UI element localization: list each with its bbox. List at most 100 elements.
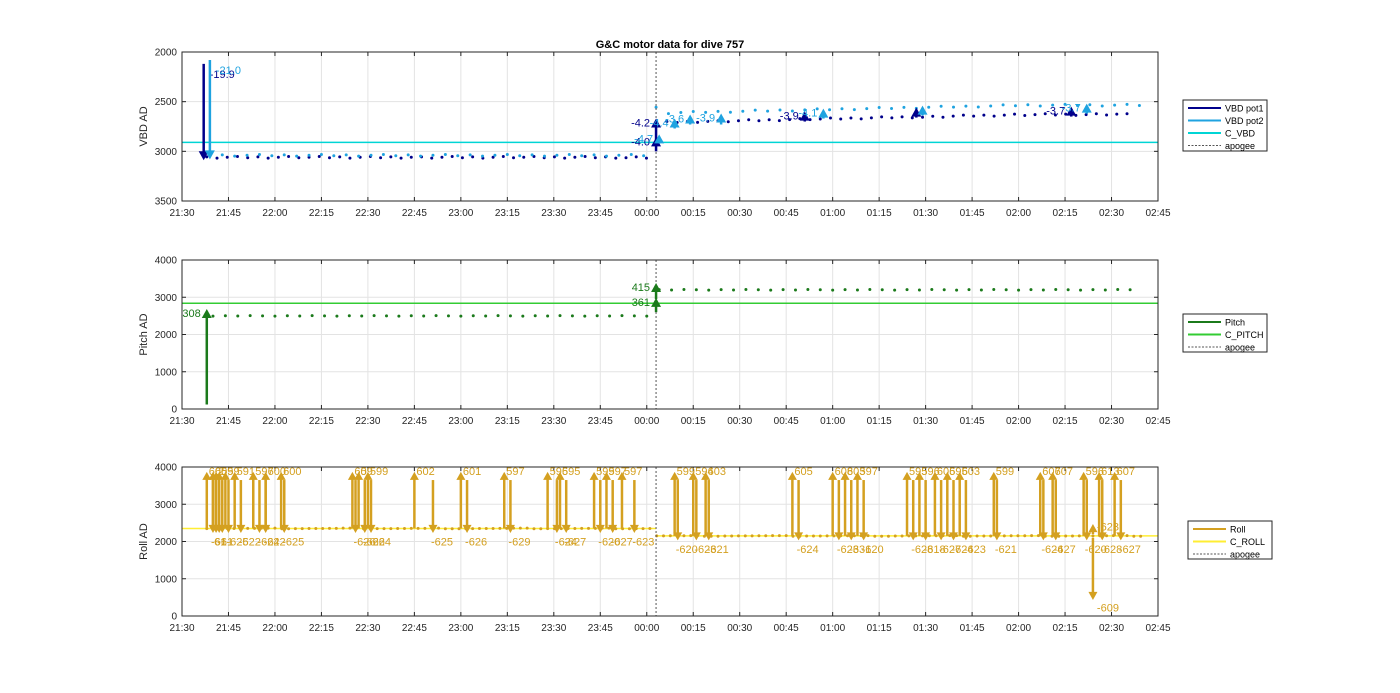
roll-down-label: -621	[995, 544, 1017, 556]
data-point	[282, 153, 286, 157]
panel-1: 21:30 21:45 22:00 22:15 22:30 22:45 23:00 23:15…	[138, 48, 1268, 219]
x-tick-label: 01:15	[867, 208, 892, 219]
data-point	[248, 314, 252, 318]
data-point	[989, 534, 993, 538]
roll-up-arrow	[1110, 471, 1120, 480]
x-tick-label: 22:00	[262, 623, 287, 634]
data-point	[679, 111, 683, 115]
data-point	[730, 534, 734, 538]
roll-down-label: -629	[508, 536, 530, 548]
data-point	[828, 116, 832, 120]
data-point	[632, 314, 636, 318]
data-point	[868, 288, 872, 292]
roll-down-arrow	[936, 532, 946, 541]
x-tick-label: 21:45	[216, 623, 241, 634]
data-point	[484, 526, 488, 530]
data-point	[587, 526, 591, 530]
roll-down-label: -626	[354, 536, 376, 548]
data-point	[921, 115, 925, 119]
data-point	[1064, 534, 1068, 538]
data-point	[852, 108, 856, 112]
y-tick-label: 2500	[155, 97, 178, 108]
roll-up-label: 591	[237, 466, 255, 478]
roll-down-arrow	[236, 524, 246, 533]
data-point	[1004, 288, 1008, 292]
x-tick-label: 02:15	[1053, 416, 1078, 427]
data-point	[446, 314, 450, 318]
roll-up-label: 607	[1117, 466, 1135, 478]
data-point	[307, 526, 311, 530]
data-point	[777, 119, 781, 123]
roll-up-arrow	[409, 471, 419, 480]
roll-down-arrow	[1082, 532, 1092, 541]
data-point	[917, 288, 921, 292]
data-point	[257, 153, 261, 157]
data-point	[379, 156, 383, 160]
data-point	[756, 288, 760, 292]
x-tick-label: 01:30	[913, 416, 938, 427]
move-arrow	[201, 309, 212, 319]
x-tick-label: 00:00	[634, 416, 659, 427]
move-arrow	[669, 118, 680, 128]
data-point	[580, 526, 584, 530]
data-point	[1038, 104, 1042, 108]
roll-up-label: 599	[370, 466, 388, 478]
x-tick-label: 02:45	[1145, 416, 1170, 427]
data-point	[1077, 534, 1081, 538]
data-point	[900, 534, 904, 538]
data-point	[682, 288, 686, 292]
roll-up-label: 594	[695, 466, 713, 478]
y-tick-label: 3000	[155, 500, 178, 511]
y-tick-label: 2000	[155, 330, 178, 341]
legend-label: apogee	[1225, 343, 1255, 353]
data-point	[1041, 288, 1045, 292]
data-point	[1113, 103, 1117, 107]
data-point	[293, 527, 297, 531]
data-point	[840, 107, 844, 111]
data-point	[781, 288, 785, 292]
x-tick-label: 23:15	[495, 416, 520, 427]
roll-up-arrow	[276, 471, 286, 480]
data-point	[716, 109, 720, 113]
data-point	[397, 314, 401, 318]
roll-up-arrow	[840, 471, 850, 480]
data-point	[1017, 288, 1021, 292]
move-label: -4.7	[634, 133, 653, 145]
x-tick-label: 00:00	[634, 623, 659, 634]
x-tick-label: 00:15	[681, 416, 706, 427]
data-point	[508, 314, 512, 318]
roll-up-label: 607	[1042, 466, 1060, 478]
data-point	[223, 314, 227, 318]
data-point	[419, 154, 423, 158]
roll-down-label: -61	[217, 536, 233, 548]
roll-down-label: -624	[369, 536, 391, 548]
data-point	[952, 105, 956, 109]
roll-down-arrow	[834, 532, 844, 541]
data-point	[743, 534, 747, 538]
data-point	[481, 154, 485, 158]
roll-down-label: -627	[939, 544, 961, 556]
data-point	[348, 156, 352, 160]
move-label: -3.9	[780, 111, 799, 123]
x-tick-label: 22:15	[309, 416, 334, 427]
data-point	[1105, 534, 1109, 538]
roll-up-label: 599	[677, 466, 695, 478]
data-point	[389, 155, 393, 159]
data-point	[522, 155, 526, 159]
data-point	[1001, 103, 1005, 107]
roll-up-arrow	[902, 471, 912, 480]
data-point	[348, 526, 352, 530]
roll-up-arrow	[220, 471, 230, 480]
data-point	[767, 118, 771, 122]
roll-down-label: -628	[1100, 544, 1122, 556]
data-point	[1125, 112, 1129, 116]
data-point	[533, 314, 537, 318]
x-tick-label: 22:30	[355, 416, 380, 427]
y-tick-label: 4000	[155, 256, 178, 267]
data-point	[624, 156, 628, 160]
data-point	[865, 107, 869, 111]
roll-up-arrow	[828, 471, 838, 480]
x-tick-label: 22:15	[309, 623, 334, 634]
roll-down-label: -620	[676, 544, 698, 556]
legend-label: Pitch	[1225, 318, 1245, 328]
